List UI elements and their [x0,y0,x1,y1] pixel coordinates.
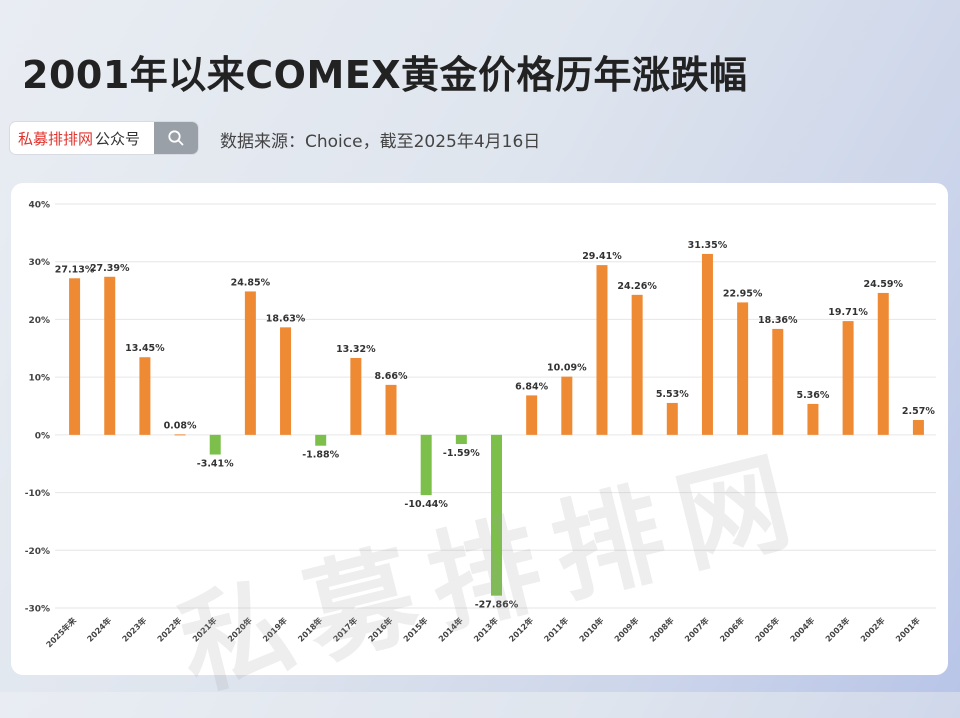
bar [491,434,502,596]
x-tick-label: 2020年 [225,615,253,643]
bar [666,402,678,435]
x-tick-label: 2007年 [682,615,710,643]
y-tick-label: 20% [28,316,50,326]
data-label: 27.13% [55,264,95,275]
bar [244,291,256,435]
bar-chart: 40% 30% 20% 10% 0% -10% -20% -30% 27.13% 2025年来 27… [25,201,936,650]
x-tick-label: 2019年 [260,615,288,643]
bar [701,253,713,435]
bar [737,302,749,435]
data-label: 24.59% [863,279,903,290]
x-tick-label: 2002年 [858,615,886,643]
x-tick-label: 2022年 [155,615,183,643]
data-label: 24.85% [231,277,271,288]
x-tick-label: 2011年 [542,615,570,643]
x-tick-label: 2005年 [753,615,781,643]
data-label: 29.41% [582,251,622,262]
bar [807,403,819,435]
data-label: 18.63% [266,313,306,324]
x-tick-label: 2010年 [577,615,605,643]
y-tick-label: 0% [35,431,50,441]
search-suffix-text: 公众号 [95,129,141,148]
data-label: 8.66% [375,371,408,382]
data-label: 31.35% [688,240,728,251]
bar [877,292,889,435]
data-label: 22.95% [723,288,763,299]
bar [280,327,292,435]
x-tick-label: 2015年 [401,615,429,643]
x-tick-label: 2023年 [120,615,148,643]
chart-card: 40% 30% 20% 10% 0% -10% -20% -30% 27.13% 2025年来 27… [11,183,948,712]
data-label: -1.59% [443,448,480,459]
x-tick-label: 2001年 [893,615,921,643]
bar [104,276,116,435]
bar [139,357,151,435]
bar [350,357,362,435]
y-tick-label: -20% [25,547,50,557]
data-label: 18.36% [758,315,798,326]
data-label: -10.44% [404,499,448,510]
x-tick-label: 2009年 [612,615,640,643]
bar [596,265,608,435]
data-label: 10.09% [547,363,587,374]
search-icon [168,130,184,146]
x-tick-label: 2018年 [296,615,324,643]
y-tick-label: 40% [28,201,50,211]
data-label: -1.88% [302,450,339,461]
y-tick-label: -30% [25,605,50,615]
bar [209,434,221,455]
x-tick-label: 2013年 [471,615,499,643]
bar [315,434,327,446]
x-tick-label: 2006年 [718,615,746,643]
y-tick-label: 10% [28,374,50,384]
data-label: 0.08% [164,420,197,431]
x-tick-label: 2003年 [823,615,851,643]
data-label: -27.86% [475,600,519,611]
bar [842,321,854,435]
bar [561,376,573,435]
bar [420,434,432,496]
x-tick-label: 2024年 [85,615,113,643]
data-label: 6.84% [515,381,548,392]
page-title: 2001年以来COMEX黄金价格历年涨跌幅 [22,53,748,97]
x-tick-label: 2021年 [190,615,218,643]
data-label: 24.26% [617,281,657,292]
y-tick-label: -10% [25,489,50,499]
x-tick-label: 2008年 [647,615,675,643]
data-label: 5.53% [656,389,689,400]
bar [772,328,784,435]
bar [631,294,643,435]
bar [912,420,924,435]
data-label: -3.41% [197,459,234,470]
x-tick-label: 2025年来 [44,615,79,650]
data-label: 2.57% [902,406,935,417]
data-label: 13.32% [336,344,376,355]
data-source-text: 数据来源：Choice，截至2025年4月16日 [220,132,541,152]
x-tick-label: 2004年 [788,615,816,643]
data-label: 13.45% [125,343,165,354]
y-tick-label: 30% [28,258,50,268]
data-label: 19.71% [828,307,868,318]
x-tick-label: 2017年 [331,615,359,643]
bar [526,395,538,435]
search-button[interactable] [154,122,198,154]
x-tick-label: 2014年 [436,615,464,643]
x-tick-label: 2016年 [366,615,394,643]
bar [385,384,397,435]
bar [69,278,81,435]
data-label: 27.39% [90,263,130,274]
search-box[interactable]: 私募排排网 公众号 [10,122,198,154]
data-label: 5.36% [796,390,829,401]
search-brand-text: 私募排排网 [18,129,94,148]
bar [174,434,186,436]
x-tick-label: 2012年 [507,615,535,643]
bar [455,434,467,445]
